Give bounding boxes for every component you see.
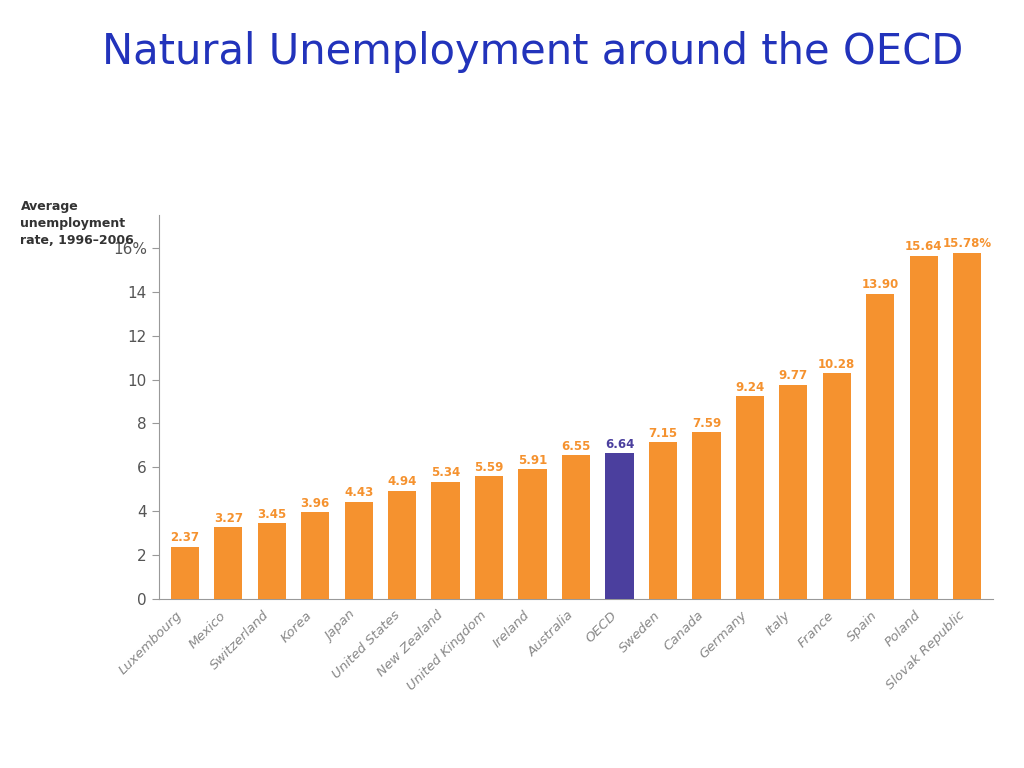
Text: 4.43: 4.43 <box>344 486 374 499</box>
Text: Natural Unemployment around the OECD: Natural Unemployment around the OECD <box>101 31 964 73</box>
Text: 15.64: 15.64 <box>905 240 942 253</box>
Bar <box>258 523 286 599</box>
Text: 3.96: 3.96 <box>301 497 330 509</box>
Bar <box>909 256 938 599</box>
Bar <box>822 373 851 599</box>
Text: 9.77: 9.77 <box>779 369 808 382</box>
Bar <box>692 432 721 599</box>
Text: 13.90: 13.90 <box>861 279 899 291</box>
Bar <box>866 294 894 599</box>
Text: 5.91: 5.91 <box>518 454 547 467</box>
Bar <box>475 476 503 599</box>
Bar <box>649 442 677 599</box>
Text: 4.94: 4.94 <box>387 475 417 488</box>
Text: 3.45: 3.45 <box>257 508 287 521</box>
Bar <box>171 547 199 599</box>
Text: 5.34: 5.34 <box>431 466 460 479</box>
Bar <box>431 482 460 599</box>
Text: 6.55: 6.55 <box>561 440 591 452</box>
Text: 2.37: 2.37 <box>170 531 200 545</box>
Text: 7.59: 7.59 <box>692 417 721 430</box>
Bar <box>779 385 808 599</box>
Text: 10.28: 10.28 <box>818 358 855 371</box>
Text: 3.27: 3.27 <box>214 511 243 525</box>
Text: 9.24: 9.24 <box>735 381 765 394</box>
Bar <box>518 469 547 599</box>
Text: 7.15: 7.15 <box>648 426 678 439</box>
Bar <box>214 528 243 599</box>
Bar <box>605 453 634 599</box>
Bar <box>562 455 590 599</box>
Text: 5.59: 5.59 <box>474 461 504 474</box>
Bar <box>735 396 764 599</box>
Bar <box>388 491 417 599</box>
Bar <box>953 253 981 599</box>
Bar <box>301 512 330 599</box>
Text: 15.78%: 15.78% <box>943 237 992 250</box>
Text: Average
unemployment
rate, 1996–2006: Average unemployment rate, 1996–2006 <box>20 200 134 247</box>
Bar <box>344 502 373 599</box>
Text: 6.64: 6.64 <box>605 438 634 451</box>
